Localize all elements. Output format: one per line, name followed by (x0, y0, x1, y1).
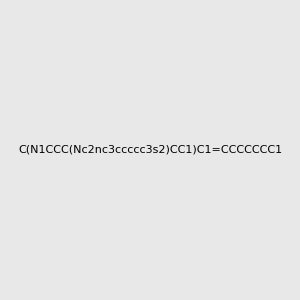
Text: C(N1CCC(Nc2nc3ccccc3s2)CC1)C1=CCCCCCC1: C(N1CCC(Nc2nc3ccccc3s2)CC1)C1=CCCCCCC1 (18, 145, 282, 155)
